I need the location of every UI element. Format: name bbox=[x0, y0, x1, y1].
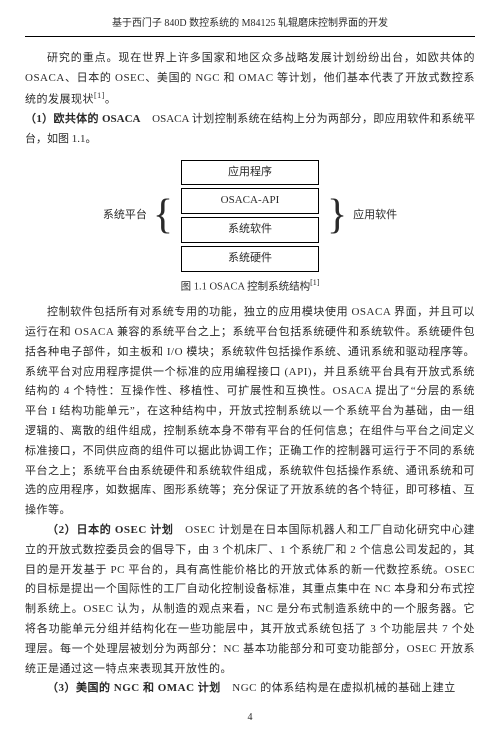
caption-text: 图 1.1 OSACA 控制系统结构 bbox=[181, 281, 311, 292]
diagram-right-group: } 应用软件 bbox=[327, 199, 397, 233]
s2-bold: （2）日本的 OSEC 计划 bbox=[47, 524, 174, 536]
section-1-head: （1）欧共体的 OSACA OSACA 计划控制系统在结构上分为两部分，即应用软… bbox=[25, 110, 475, 150]
diagram-left-group: 系统平台 { bbox=[103, 199, 173, 233]
s1-bold: （1）欧共体的 OSACA bbox=[25, 113, 140, 125]
p2-text: 控制软件包括所有对系统专用的功能，独立的应用模块使用 OSACA 界面，并且可以… bbox=[25, 306, 475, 516]
page-number: 4 bbox=[25, 709, 475, 727]
header-text: 基于西门子 840D 数控系统的 M84125 轧辊磨床控制界面的开发 bbox=[112, 18, 388, 29]
section-2: （2）日本的 OSEC 计划 OSEC 计划是在日本国际机器人和工厂自动化研究中… bbox=[25, 521, 475, 679]
section-3: （3）美国的 NGC 和 OMAC 计划 NGC 的体系结构是在虚拟机械的基础上… bbox=[25, 679, 475, 699]
box-system-software: 系统软件 bbox=[181, 217, 319, 243]
label-system-platform: 系统平台 bbox=[103, 206, 147, 226]
diagram-boxes: 应用程序 OSACA-API 系统软件 系统硬件 bbox=[181, 160, 319, 272]
p1-end: 。 bbox=[105, 93, 117, 105]
paragraph-2: 控制软件包括所有对系统专用的功能，独立的应用模块使用 OSACA 界面，并且可以… bbox=[25, 303, 475, 521]
label-app-software: 应用软件 bbox=[353, 206, 397, 226]
box-osaca-api: OSACA-API bbox=[181, 188, 319, 214]
figure-caption: 图 1.1 OSACA 控制系统结构[1] bbox=[25, 276, 475, 297]
p1-ref: [1] bbox=[94, 91, 105, 100]
box-app-program: 应用程序 bbox=[181, 160, 319, 186]
page-header-title: 基于西门子 840D 数控系统的 M84125 轧辊磨床控制界面的开发 bbox=[25, 15, 475, 37]
right-bracket-icon: } bbox=[327, 199, 347, 233]
s3-text: NGC 的体系结构是在虚拟机械的基础上建立 bbox=[221, 682, 456, 694]
osaca-diagram: 系统平台 { 应用程序 OSACA-API 系统软件 系统硬件 } 应用软件 bbox=[25, 160, 475, 272]
box-system-hardware: 系统硬件 bbox=[181, 246, 319, 272]
caption-ref: [1] bbox=[310, 278, 319, 287]
s3-bold: （3）美国的 NGC 和 OMAC 计划 bbox=[47, 682, 221, 694]
s2-text: OSEC 计划是在日本国际机器人和工厂自动化研究中心建立的开放式数控委员会的倡导… bbox=[25, 524, 475, 675]
paragraph-intro: 研究的重点。现在世界上许多国家和地区众多战略发展计划纷纷出台，如欧共体的 OSA… bbox=[25, 49, 475, 110]
left-bracket-icon: { bbox=[153, 199, 173, 233]
p1-text: 研究的重点。现在世界上许多国家和地区众多战略发展计划纷纷出台，如欧共体的 OSA… bbox=[25, 52, 475, 105]
